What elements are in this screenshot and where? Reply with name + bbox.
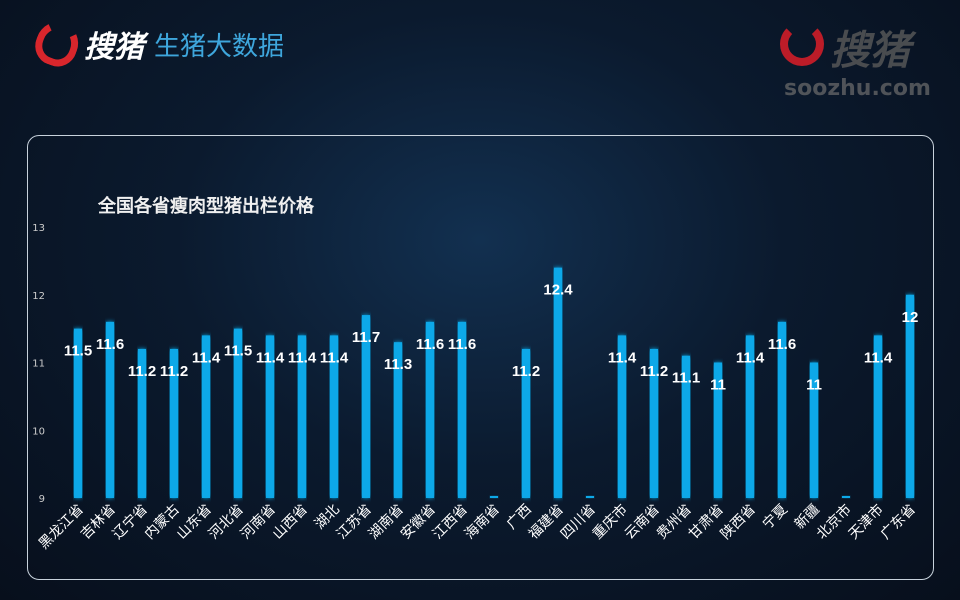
data-label: 11.5	[64, 343, 92, 360]
x-tick-label: 江西省	[430, 502, 471, 543]
bar	[138, 348, 146, 498]
data-label: 11.5	[224, 343, 252, 360]
bar	[874, 335, 882, 498]
data-label: 12.4	[543, 282, 573, 299]
bar	[426, 321, 434, 498]
data-label: 11.4	[320, 349, 349, 366]
watermark-url: soozhu.com	[784, 76, 931, 101]
bar	[458, 321, 466, 498]
x-tick-label: 辽宁省	[109, 501, 151, 543]
bar	[746, 335, 754, 498]
chart-panel	[27, 135, 934, 580]
bar	[714, 362, 722, 498]
y-tick-label: 11	[32, 359, 45, 370]
x-tick-label: 福建省	[526, 502, 567, 543]
bar	[906, 294, 914, 498]
bar	[586, 496, 594, 498]
data-label: 11.2	[512, 363, 540, 380]
data-label: 11	[806, 377, 822, 394]
y-tick-label: 12	[32, 291, 45, 302]
x-tick-label: 陕西省	[718, 502, 759, 543]
data-label: 11.4	[288, 349, 317, 366]
y-tick-label: 13	[32, 223, 45, 234]
bar	[74, 328, 82, 498]
bar	[394, 342, 402, 498]
data-label: 11.6	[768, 336, 796, 353]
bar	[778, 321, 786, 498]
data-label: 11.4	[736, 349, 765, 366]
data-label: 11	[710, 377, 726, 394]
x-tick-label: 安徽省	[398, 502, 439, 543]
data-label: 11.6	[448, 336, 476, 353]
x-tick-label: 北京市	[813, 501, 855, 543]
bar	[234, 328, 242, 498]
x-tick-label: 广东省	[878, 502, 919, 543]
x-tick-label: 山东省	[174, 502, 215, 543]
data-label: 12	[902, 309, 919, 326]
brand-name: 搜猪	[84, 30, 144, 65]
x-tick-label: 重庆市	[589, 501, 631, 543]
x-tick-label: 吉林省	[78, 502, 119, 543]
bar	[522, 348, 530, 498]
bar	[266, 335, 274, 498]
data-label: 11.4	[608, 349, 637, 366]
watermark: 搜猪 soozhu.com	[780, 18, 950, 113]
data-label: 11.4	[192, 349, 221, 366]
bar	[618, 335, 626, 498]
data-label: 11.4	[864, 349, 893, 366]
data-label: 11.1	[672, 370, 700, 387]
data-label: 11.6	[96, 336, 124, 353]
bar	[170, 348, 178, 498]
bar	[202, 335, 210, 498]
page-subtitle: 生猪大数据	[154, 31, 285, 62]
data-label: 11.6	[416, 336, 444, 353]
bar	[810, 362, 818, 498]
x-tick-label: 内蒙古	[142, 502, 183, 543]
x-tick-label: 黑龙江省	[36, 502, 87, 553]
x-tick-label: 甘肃省	[686, 502, 727, 543]
x-tick-label: 天津市	[845, 501, 887, 543]
y-tick-label: 9	[39, 494, 45, 505]
bar	[682, 355, 690, 498]
bar	[106, 321, 114, 498]
x-tick-label: 江苏省	[334, 502, 375, 543]
bar	[298, 335, 306, 498]
data-label: 11.2	[160, 363, 188, 380]
data-label: 11.7	[352, 329, 380, 346]
x-tick-label: 四川省	[558, 502, 599, 543]
bar	[490, 496, 498, 498]
chart-title: 全国各省瘦肉型猪出栏价格	[97, 195, 315, 217]
watermark-brand: 搜猪	[830, 27, 910, 74]
x-tick-label: 宁夏	[759, 501, 791, 533]
data-label: 11.4	[256, 349, 285, 366]
x-tick-label: 湖南省	[366, 502, 407, 543]
x-tick-label: 贵州省	[654, 502, 695, 543]
bar	[650, 348, 658, 498]
logo: 搜猪 生猪大数据	[29, 16, 285, 72]
bar	[554, 267, 562, 498]
x-tick-label: 海南省	[462, 502, 503, 543]
x-tick-label: 河北省	[206, 502, 247, 543]
x-tick-label: 云南省	[622, 502, 663, 543]
data-label: 11.3	[384, 356, 412, 373]
bar	[842, 496, 850, 498]
x-tick-label: 山西省	[270, 502, 311, 543]
data-label: 11.2	[640, 363, 668, 380]
data-label: 11.2	[128, 363, 156, 380]
watermark-logo-icon	[780, 22, 824, 66]
bar	[362, 315, 370, 498]
y-tick-label: 10	[32, 426, 45, 437]
bar	[330, 335, 338, 498]
x-tick-label: 河南省	[238, 502, 279, 543]
